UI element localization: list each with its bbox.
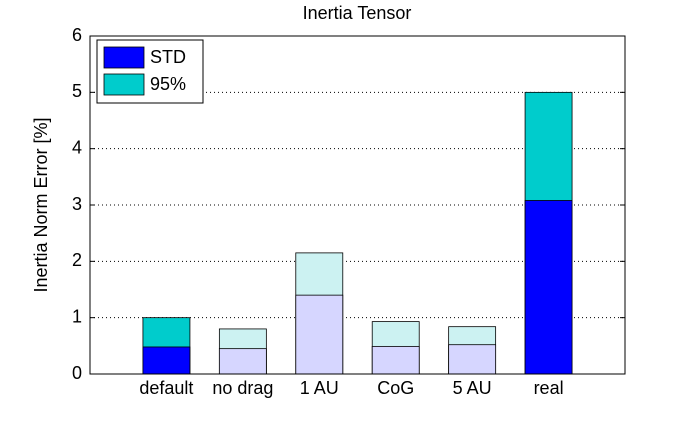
x-tick-label: default	[139, 378, 193, 398]
y-tick-label: 0	[72, 363, 82, 383]
x-tick-label: CoG	[377, 378, 414, 398]
x-tick-label: no drag	[212, 378, 273, 398]
y-tick-label: 1	[72, 306, 82, 326]
legend-label: 95%	[150, 74, 186, 94]
y-tick-label: 2	[72, 250, 82, 270]
y-tick-label: 3	[72, 194, 82, 214]
bar	[218, 348, 267, 375]
y-axis-label: Inertia Norm Error [%]	[31, 117, 51, 292]
y-tick-label: 5	[72, 81, 82, 101]
x-tick-label: real	[534, 378, 564, 398]
y-tick-label: 4	[72, 137, 82, 157]
x-tick-label: 5 AU	[453, 378, 492, 398]
chart-title: Inertia Tensor	[303, 3, 412, 23]
legend-swatch	[103, 73, 145, 96]
y-tick-label: 6	[72, 25, 82, 45]
legend-swatch	[103, 46, 145, 69]
bar	[448, 344, 497, 375]
bar	[524, 200, 573, 375]
axes-box	[89, 35, 626, 375]
bar	[371, 345, 420, 375]
bar	[295, 294, 344, 375]
bar	[142, 346, 191, 375]
x-tick-label: 1 AU	[300, 378, 339, 398]
legend-label: STD	[150, 47, 186, 67]
